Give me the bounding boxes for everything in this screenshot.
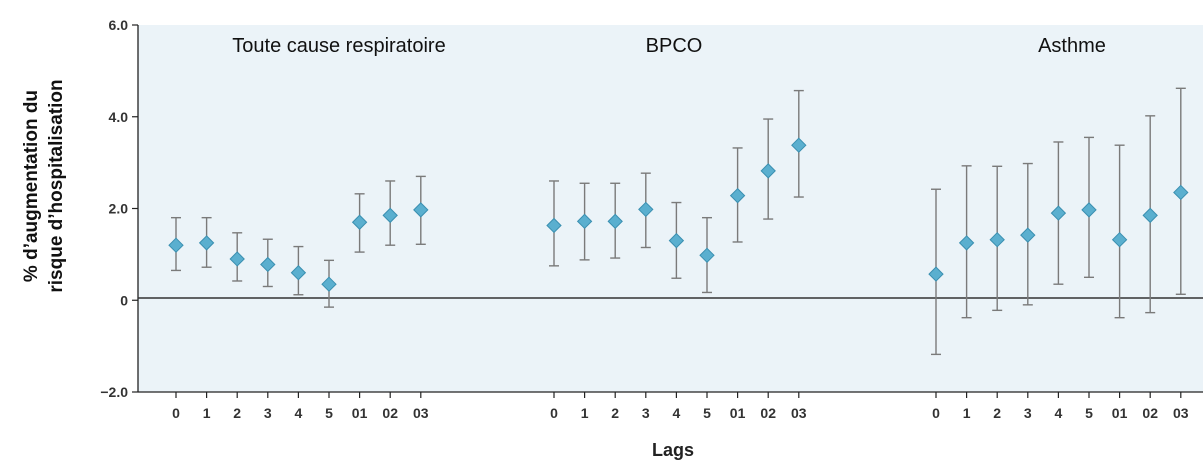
x-tick-label: 5 — [325, 405, 333, 421]
x-tick-label: 2 — [233, 405, 241, 421]
x-tick-label: 4 — [673, 405, 681, 421]
x-tick-label: 01 — [730, 405, 746, 421]
x-tick-label: 3 — [1024, 405, 1032, 421]
y-axis-label-line-2: risque d’hospitalisation — [46, 79, 67, 293]
data-point — [168, 237, 184, 253]
data-point — [546, 217, 562, 234]
x-tick-label: 5 — [1085, 405, 1093, 421]
y-tick-label: −2.0 — [100, 384, 128, 400]
data-point — [229, 251, 245, 267]
x-tick-label: 1 — [203, 405, 211, 421]
data-point — [699, 247, 715, 263]
y-ticks: 6.0 4.0 2.0 0 −2.0 — [100, 17, 138, 400]
x-tick-label: 4 — [295, 405, 303, 421]
data-point — [198, 235, 215, 251]
x-tick-label: 03 — [413, 405, 429, 421]
y-tick-label: 2.0 — [109, 201, 129, 217]
group-title: Toute cause respiratoire — [232, 35, 445, 57]
y-axis-label-line-1: % d’augmentation du — [21, 89, 42, 283]
data-point — [290, 265, 307, 281]
data-point — [607, 213, 623, 230]
x-tick-label: 5 — [703, 405, 711, 421]
y-tick-label: 4.0 — [109, 109, 129, 125]
x-tick-label: 2 — [993, 405, 1001, 421]
x-tick-label: 3 — [264, 405, 272, 421]
data-point — [638, 201, 654, 218]
x-axis-label: Lags — [652, 440, 694, 460]
x-tick-label: 02 — [1142, 405, 1158, 421]
data-point — [1111, 231, 1128, 248]
x-tick-label: 0 — [172, 405, 180, 421]
x-tick-label: 03 — [1173, 405, 1189, 421]
data-point — [958, 235, 975, 251]
x-tick-label: 0 — [932, 405, 940, 421]
group-title: BPCO — [646, 35, 703, 57]
data-point — [576, 213, 593, 230]
data-point — [791, 137, 807, 153]
x-tick-label: 4 — [1055, 405, 1063, 421]
x-tick-label: 3 — [642, 405, 650, 421]
data-point — [351, 214, 368, 230]
x-tick-label: 2 — [611, 405, 619, 421]
data-point — [260, 256, 276, 273]
x-tick-label: 1 — [963, 405, 971, 421]
y-tick-label: 6.0 — [109, 17, 129, 33]
data-point — [321, 276, 337, 292]
data-point — [760, 163, 776, 179]
data-point — [729, 187, 746, 204]
y-axis-label: % d’augmentation du risque d’hospitalisa… — [19, 36, 69, 336]
x-tick-label: 01 — [352, 405, 368, 421]
data-point — [668, 232, 685, 249]
plot-background — [138, 25, 1203, 392]
data-point — [1081, 202, 1097, 218]
y-tick-label: 0 — [120, 292, 128, 308]
x-tick-label: 1 — [581, 405, 589, 421]
x-tick-label: 0 — [550, 405, 558, 421]
data-point — [413, 202, 429, 218]
data-point — [1173, 184, 1189, 201]
x-tick-label: 01 — [1112, 405, 1128, 421]
group-title: Asthme — [1038, 35, 1106, 57]
data-point — [989, 231, 1005, 248]
data-point — [928, 266, 944, 282]
data-point — [1142, 207, 1158, 224]
data-point — [1050, 205, 1067, 221]
x-tick-label: 02 — [760, 405, 776, 421]
data-point — [1020, 227, 1036, 243]
x-tick-label: 03 — [791, 405, 807, 421]
x-tick-label: 02 — [382, 405, 398, 421]
data-point — [382, 207, 398, 224]
